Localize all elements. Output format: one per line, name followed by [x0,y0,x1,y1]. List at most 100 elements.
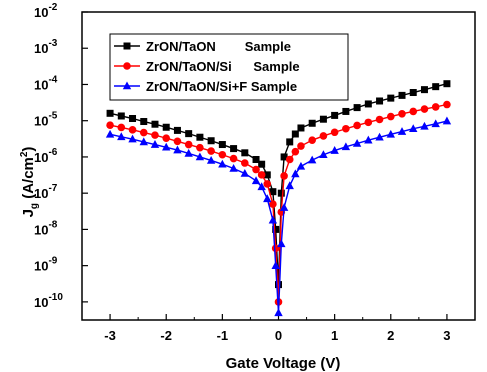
data-point [106,109,114,117]
data-point [218,150,227,159]
y-tick-base: 10 [34,186,48,201]
y-tick-label: 10-10 [34,292,63,310]
data-point [272,225,280,233]
data-point [162,142,171,151]
data-point [341,142,351,151]
data-point [386,112,395,121]
legend-label: ZrON/TaON/Si Sample [146,59,300,74]
legend-entry: ZrON/TaON Sample [114,39,291,54]
data-point [139,128,148,137]
data-point [319,115,327,123]
data-point [330,146,339,154]
y-axis-label-unit: (A/cm [20,157,37,203]
y-axis-label-unit-sup: 2 [19,151,30,157]
data-point [206,155,216,164]
data-point [291,147,300,156]
data-point [173,126,181,134]
data-point [162,123,170,131]
data-point [277,239,286,248]
data-point [218,159,227,168]
data-point [140,118,148,126]
data-point [162,134,171,142]
x-axis-label: Gate Voltage (V) [226,355,341,372]
y-tick-label: 10-7 [34,183,58,201]
y-tick-exponent: -2 [48,2,57,13]
data-point [195,152,205,161]
data-point [117,132,126,141]
y-tick-base: 10 [34,114,48,129]
data-point [240,168,250,177]
data-point [252,165,260,174]
data-point [269,188,277,196]
data-point [386,129,395,138]
data-point [296,161,306,170]
y-axis-label-sub: g [29,203,40,209]
data-point [308,136,316,144]
data-point [409,107,418,116]
data-point [263,194,272,203]
data-point [150,140,160,148]
data-point [420,105,429,113]
data-point [297,142,305,150]
y-tick-exponent: -4 [48,74,57,85]
data-point [285,155,294,164]
data-point [105,129,115,138]
data-point [258,160,266,168]
y-tick-label: 10-3 [34,38,58,56]
x-tick-label: -3 [104,328,116,343]
y-tick-label: 10-2 [34,2,58,20]
data-point [409,124,418,133]
y-axis-label-main: J [20,209,37,217]
y-tick-exponent: -6 [48,147,57,158]
data-point [387,94,395,102]
data-point [442,116,452,125]
data-point [123,42,131,50]
x-tick-label: -2 [160,328,172,343]
data-point [173,137,182,146]
data-point [122,81,132,90]
data-point [331,111,339,119]
y-tick-base: 10 [34,77,48,92]
data-point [364,118,373,127]
data-point [207,137,215,145]
data-point [308,119,316,127]
data-point [241,149,249,157]
data-point [151,131,159,139]
data-point [364,100,372,108]
data-point [420,86,428,94]
data-point [431,119,440,128]
data-point [173,145,182,154]
data-point [268,215,278,224]
data-point [431,103,440,111]
data-point [280,153,288,161]
data-point [443,100,451,109]
legend-entry: ZrON/TaON/Si Sample [114,59,300,74]
data-point [353,121,361,130]
data-point [432,83,440,91]
data-point [397,127,407,135]
data-point [342,107,350,115]
data-point [398,91,406,99]
data-point [285,181,294,190]
data-point [420,121,429,130]
y-tick-exponent: -3 [48,38,57,49]
data-point [139,137,148,146]
y-tick-base: 10 [34,5,48,20]
data-point [185,130,193,138]
data-point [291,169,300,178]
legend: ZrON/TaON Sample ZrON/TaON/Si Sample ZrON/… [109,33,349,101]
data-point [375,132,384,141]
data-point [280,172,288,180]
data-point [218,141,226,149]
data-point [230,145,238,153]
data-point [271,261,280,269]
data-point [263,171,271,179]
data-point [123,62,131,70]
data-point [151,120,159,128]
y-tick-exponent: -10 [48,292,63,303]
data-point [269,200,277,208]
y-tick-base: 10 [34,41,48,56]
data-point [184,140,193,149]
data-point [279,203,289,211]
